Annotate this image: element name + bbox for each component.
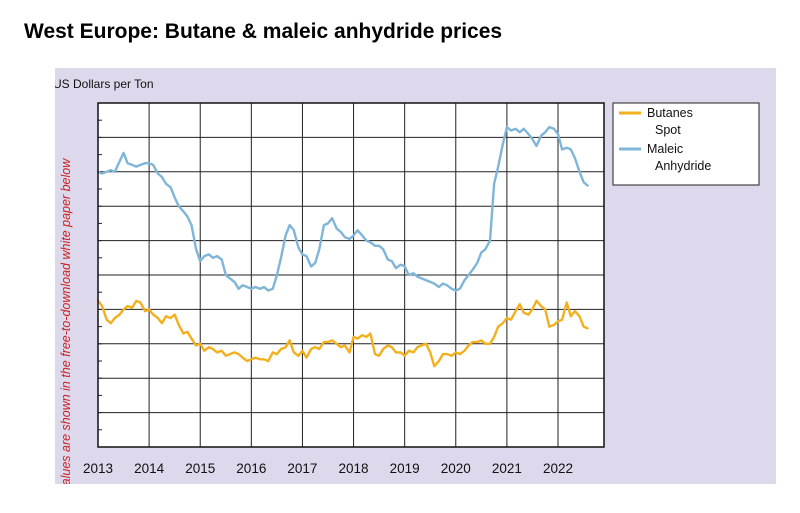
x-tick-label: 2013 <box>83 461 113 476</box>
legend-label: Maleic <box>647 142 683 156</box>
x-tick-label: 2018 <box>339 461 369 476</box>
x-tick-label: 2021 <box>492 461 522 476</box>
side-note-text: Values are shown in the free-to-download… <box>59 158 73 484</box>
x-tick-label: 2014 <box>134 461 165 476</box>
legend-label: Spot <box>655 123 681 137</box>
x-tick-label: 2020 <box>441 461 471 476</box>
x-tick-label: 2015 <box>185 461 215 476</box>
x-tick-label: 2016 <box>236 461 266 476</box>
chart-panel: US Dollars per Ton 2013 2014 2015 2016 2017 2… <box>55 68 776 484</box>
legend-box <box>612 102 760 186</box>
legend: Butanes Spot Maleic Anhydride <box>612 102 760 186</box>
x-tick-label: 2017 <box>287 461 317 476</box>
series-line-butanes-spot <box>96 299 589 368</box>
chart-title: West Europe: Butane & maleic anhydride p… <box>24 20 503 43</box>
chart-svg: US Dollars per Ton 2013 2014 2015 2016 2017 2… <box>55 77 760 484</box>
x-tick-label: 2019 <box>390 461 420 476</box>
plot-border <box>97 102 605 448</box>
plot-area: 2013 2014 2015 2016 2017 2018 2019 2020 2021 2022 <box>83 102 605 476</box>
x-tick-label: 2022 <box>543 461 573 476</box>
legend-label: Butanes <box>647 106 693 120</box>
legend-label: Anhydride <box>655 159 711 173</box>
y-axis-label: US Dollars per Ton <box>55 77 154 91</box>
series-line-maleic-anhydride <box>96 125 589 292</box>
